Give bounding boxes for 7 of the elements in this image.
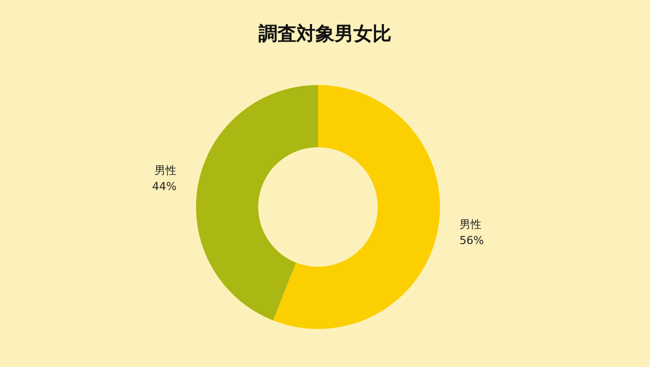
donut-slice (273, 85, 440, 329)
donut-slice (196, 85, 318, 320)
slice-label: 男性 (459, 218, 482, 231)
data-label: 44% (152, 180, 177, 194)
slice-label: 男性 (154, 164, 177, 178)
data-label: 56% (459, 234, 484, 247)
chart-title: 調査対象男女比 (258, 23, 392, 45)
